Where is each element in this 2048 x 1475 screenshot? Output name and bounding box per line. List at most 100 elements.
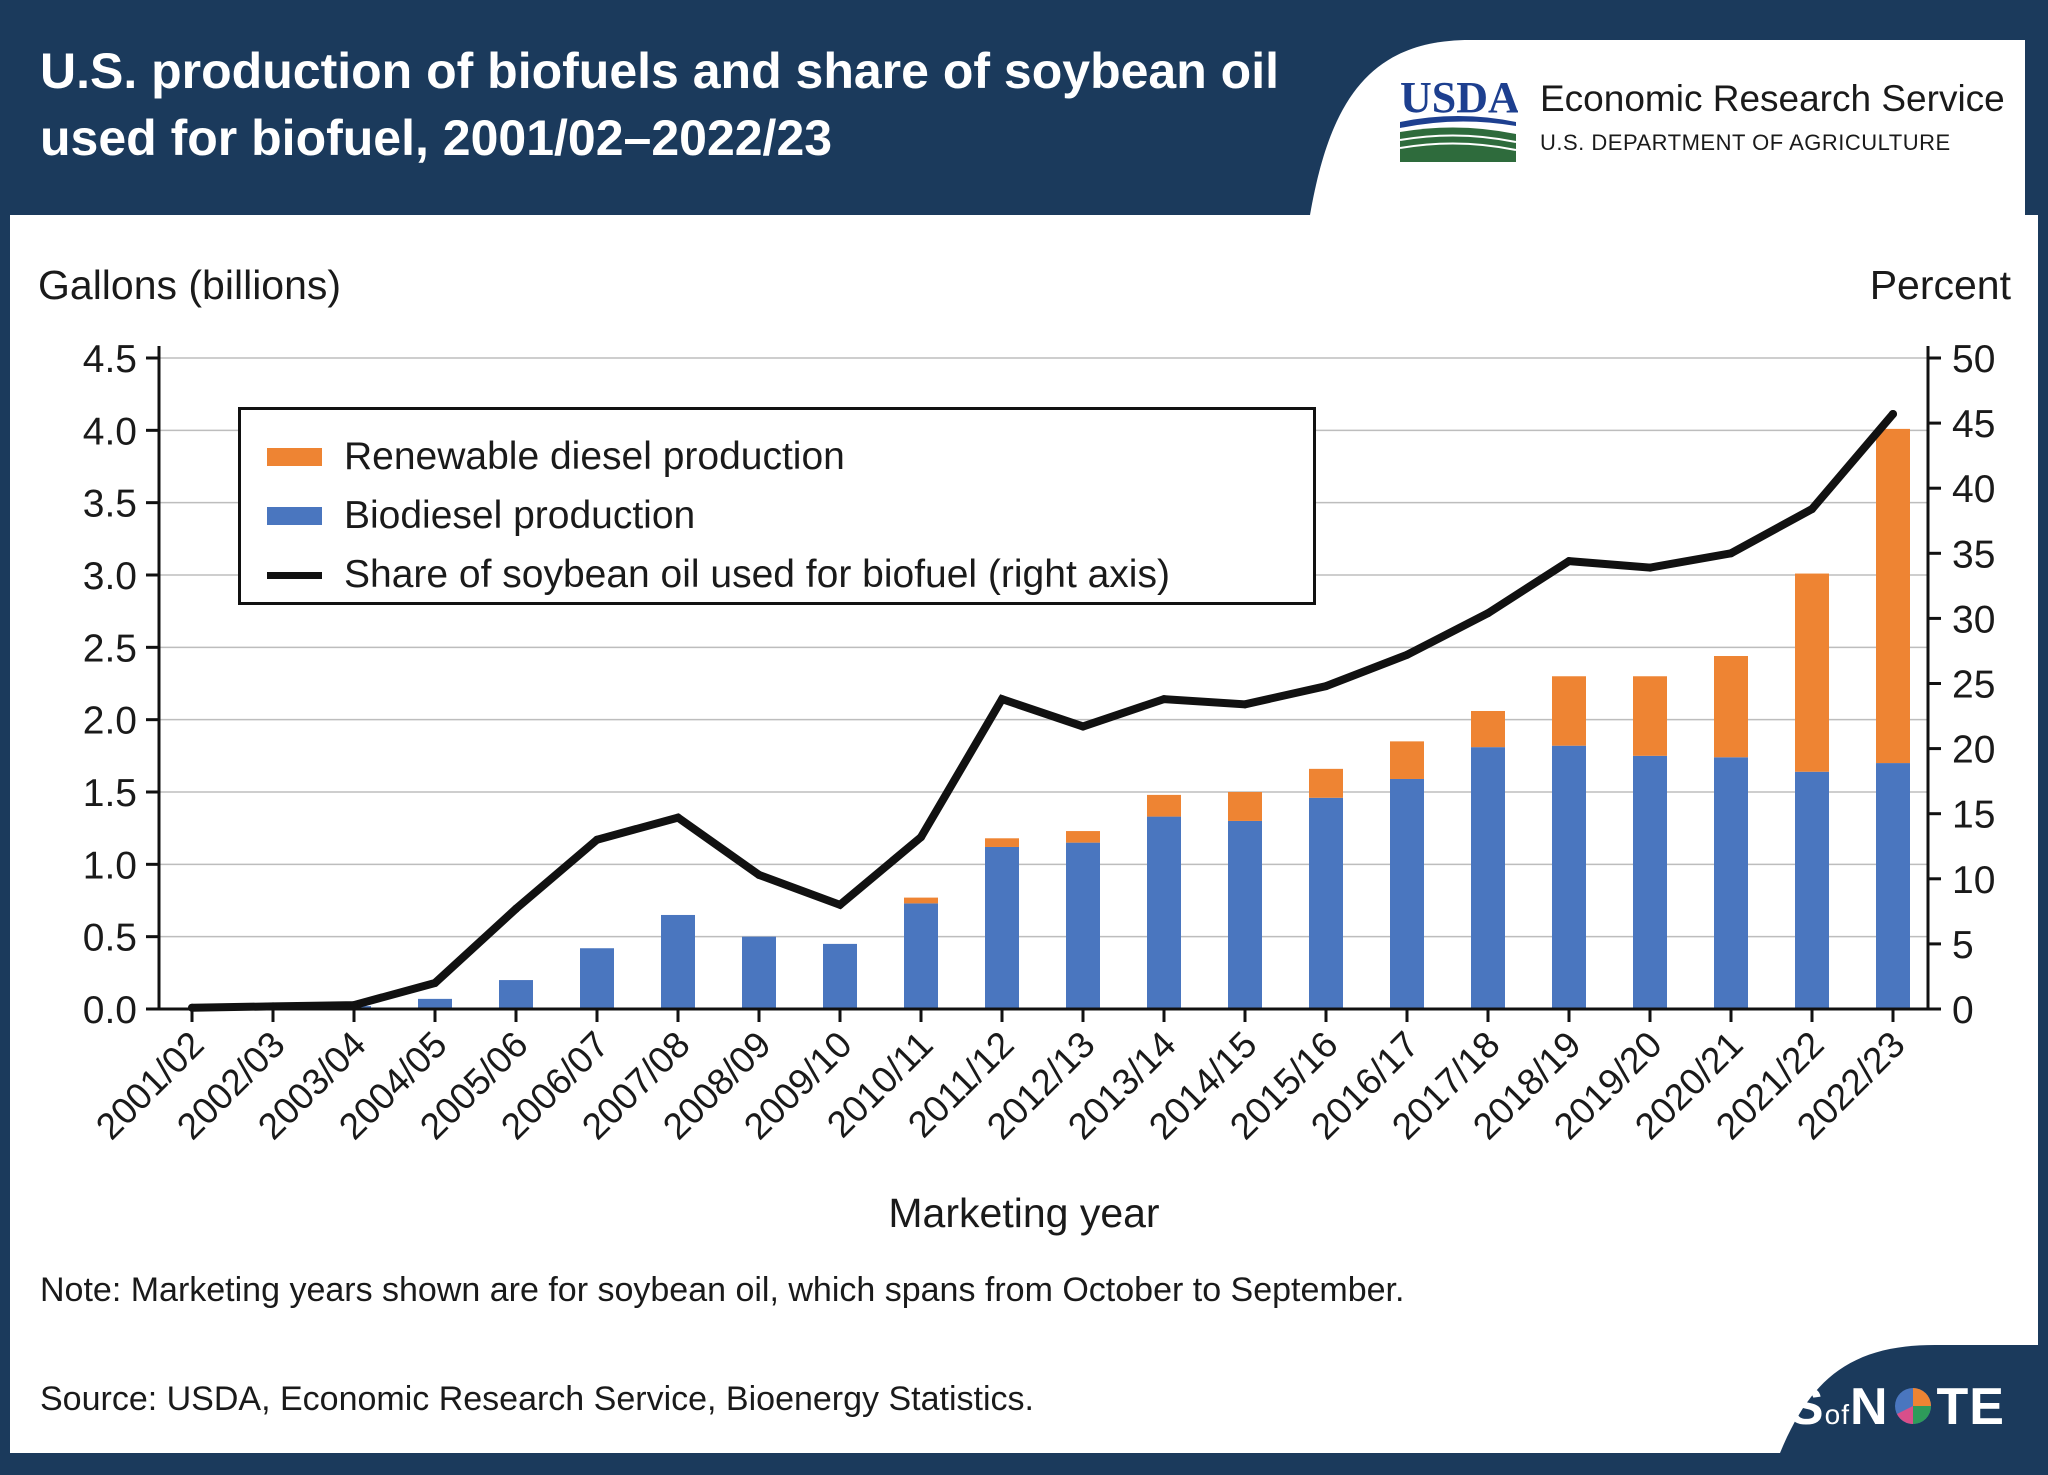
renewable-diesel-bar bbox=[1228, 792, 1262, 821]
share-point bbox=[1160, 695, 1168, 704]
share-point bbox=[350, 1001, 358, 1010]
x-axis-label: Marketing year bbox=[888, 1190, 1160, 1236]
charts-of-note-wordmark: CHARTSofN TE bbox=[1602, 1377, 2005, 1437]
y-right-tick-label: 15 bbox=[1952, 794, 1995, 837]
biodiesel-bar bbox=[742, 936, 776, 1009]
share-point bbox=[1889, 409, 1897, 418]
brand-n: N bbox=[1849, 1378, 1889, 1436]
biodiesel-bar bbox=[1066, 842, 1100, 1009]
biodiesel-bar bbox=[823, 943, 857, 1009]
biodiesel-bar bbox=[1147, 816, 1181, 1009]
biodiesel-bar bbox=[985, 846, 1019, 1009]
y-left-tick-label: 1.0 bbox=[83, 844, 137, 887]
y-right-tick-label: 40 bbox=[1952, 468, 1995, 511]
renewable-diesel-bar bbox=[1714, 656, 1748, 758]
biodiesel-bar bbox=[1633, 755, 1667, 1009]
chart-note: Note: Marketing years shown are for soyb… bbox=[40, 1271, 1405, 1309]
biodiesel-bar bbox=[418, 998, 452, 1009]
share-point bbox=[1403, 650, 1411, 659]
legend-swatch-renewable bbox=[267, 448, 322, 466]
legend-item-renewable: Renewable diesel production bbox=[267, 432, 845, 482]
share-point bbox=[1484, 609, 1492, 618]
brand-te: TE bbox=[1936, 1378, 2005, 1436]
renewable-diesel-bar bbox=[1471, 710, 1505, 748]
y-right-tick-label: 0 bbox=[1952, 989, 1974, 1032]
y-right-tick-label: 5 bbox=[1952, 924, 1974, 967]
y-left-tick-label: 4.0 bbox=[83, 410, 137, 453]
share-point bbox=[1241, 700, 1249, 709]
share-point bbox=[1646, 563, 1654, 572]
header-banner bbox=[0, 0, 2048, 215]
renewable-diesel-bar bbox=[1876, 428, 1910, 764]
share-point bbox=[998, 695, 1006, 704]
charts-of-note-logo: CHARTSofN TE bbox=[1555, 1375, 2035, 1445]
y-right-tick-label: 20 bbox=[1952, 729, 1995, 772]
usda-logo-icon: USDA bbox=[1399, 73, 1518, 162]
share-point bbox=[1565, 557, 1573, 566]
biodiesel-bar bbox=[1228, 820, 1262, 1009]
biodiesel-bar bbox=[1390, 778, 1424, 1009]
renewable-diesel-bar bbox=[1633, 676, 1667, 756]
legend: Renewable diesel production Biodiesel pr… bbox=[238, 407, 1316, 605]
bars bbox=[337, 428, 1910, 1009]
y-left-tick-label: 0.5 bbox=[83, 917, 137, 960]
share-point bbox=[836, 900, 844, 909]
share-point bbox=[674, 813, 682, 822]
chart-source: Source: USDA, Economic Research Service,… bbox=[40, 1380, 1034, 1418]
y-left-tick-label: 1.5 bbox=[83, 772, 137, 815]
renewable-diesel-bar bbox=[1552, 676, 1586, 746]
y-right-tick-label: 35 bbox=[1952, 533, 1995, 576]
renewable-diesel-bar bbox=[1066, 831, 1100, 843]
legend-item-biodiesel: Biodiesel production bbox=[267, 491, 695, 541]
agency-name: Economic Research Service bbox=[1540, 78, 2005, 119]
biodiesel-bar bbox=[1309, 797, 1343, 1009]
y-left-tick-label: 3.5 bbox=[83, 483, 137, 526]
legend-label-share: Share of soybean oil used for biofuel (r… bbox=[344, 553, 1170, 596]
brand-of: of bbox=[1824, 1399, 1850, 1430]
legend-swatch-biodiesel bbox=[267, 507, 322, 525]
y-right-tick-label: 25 bbox=[1952, 664, 1995, 707]
y-left-tick-label: 2.5 bbox=[83, 627, 137, 670]
legend-label-renewable: Renewable diesel production bbox=[344, 435, 845, 478]
biodiesel-bar bbox=[499, 980, 533, 1009]
renewable-diesel-bar bbox=[1795, 573, 1829, 772]
y-right-tick-label: 50 bbox=[1952, 338, 1995, 381]
legend-label-biodiesel: Biodiesel production bbox=[344, 494, 696, 537]
share-point bbox=[1808, 505, 1816, 514]
biodiesel-bar bbox=[1714, 757, 1748, 1009]
usda-wordmark: USDA bbox=[1400, 73, 1518, 122]
legend-swatch-share bbox=[267, 571, 322, 579]
y-right-tick-label: 30 bbox=[1952, 598, 1995, 641]
share-point bbox=[1079, 722, 1087, 731]
brand-charts: CHARTS bbox=[1601, 1378, 1825, 1436]
y-left-tick-label: 0.0 bbox=[83, 989, 137, 1032]
share-point bbox=[512, 904, 520, 913]
biodiesel-bar bbox=[580, 948, 614, 1009]
y-left-tick-label: 2.0 bbox=[83, 700, 137, 743]
share-line bbox=[188, 409, 1897, 1012]
share-point bbox=[1727, 549, 1735, 558]
renewable-diesel-bar bbox=[1147, 794, 1181, 817]
biodiesel-bar bbox=[1795, 771, 1829, 1009]
biodiesel-bar bbox=[904, 903, 938, 1009]
renewable-diesel-bar bbox=[1309, 768, 1343, 798]
biodiesel-bar bbox=[1552, 745, 1586, 1009]
renewable-diesel-bar bbox=[985, 838, 1019, 847]
y-left-tick-label: 3.0 bbox=[83, 555, 137, 598]
department-name: U.S. DEPARTMENT OF AGRICULTURE bbox=[1540, 130, 1951, 155]
share-point bbox=[431, 978, 439, 987]
axes bbox=[146, 346, 1941, 1022]
biodiesel-bar bbox=[1471, 747, 1505, 1009]
renewable-diesel-bar bbox=[904, 897, 938, 904]
biodiesel-bar bbox=[1876, 763, 1910, 1009]
legend-item-share: Share of soybean oil used for biofuel (r… bbox=[267, 550, 1170, 600]
y-left-tick-label: 4.5 bbox=[83, 338, 137, 381]
y-right-tick-label: 10 bbox=[1952, 859, 1995, 902]
biodiesel-bar bbox=[661, 914, 695, 1009]
share-point bbox=[917, 833, 925, 842]
renewable-diesel-bar bbox=[1390, 741, 1424, 779]
chart-title: U.S. production of biofuels and share of… bbox=[40, 43, 1279, 166]
share-point bbox=[755, 870, 763, 879]
